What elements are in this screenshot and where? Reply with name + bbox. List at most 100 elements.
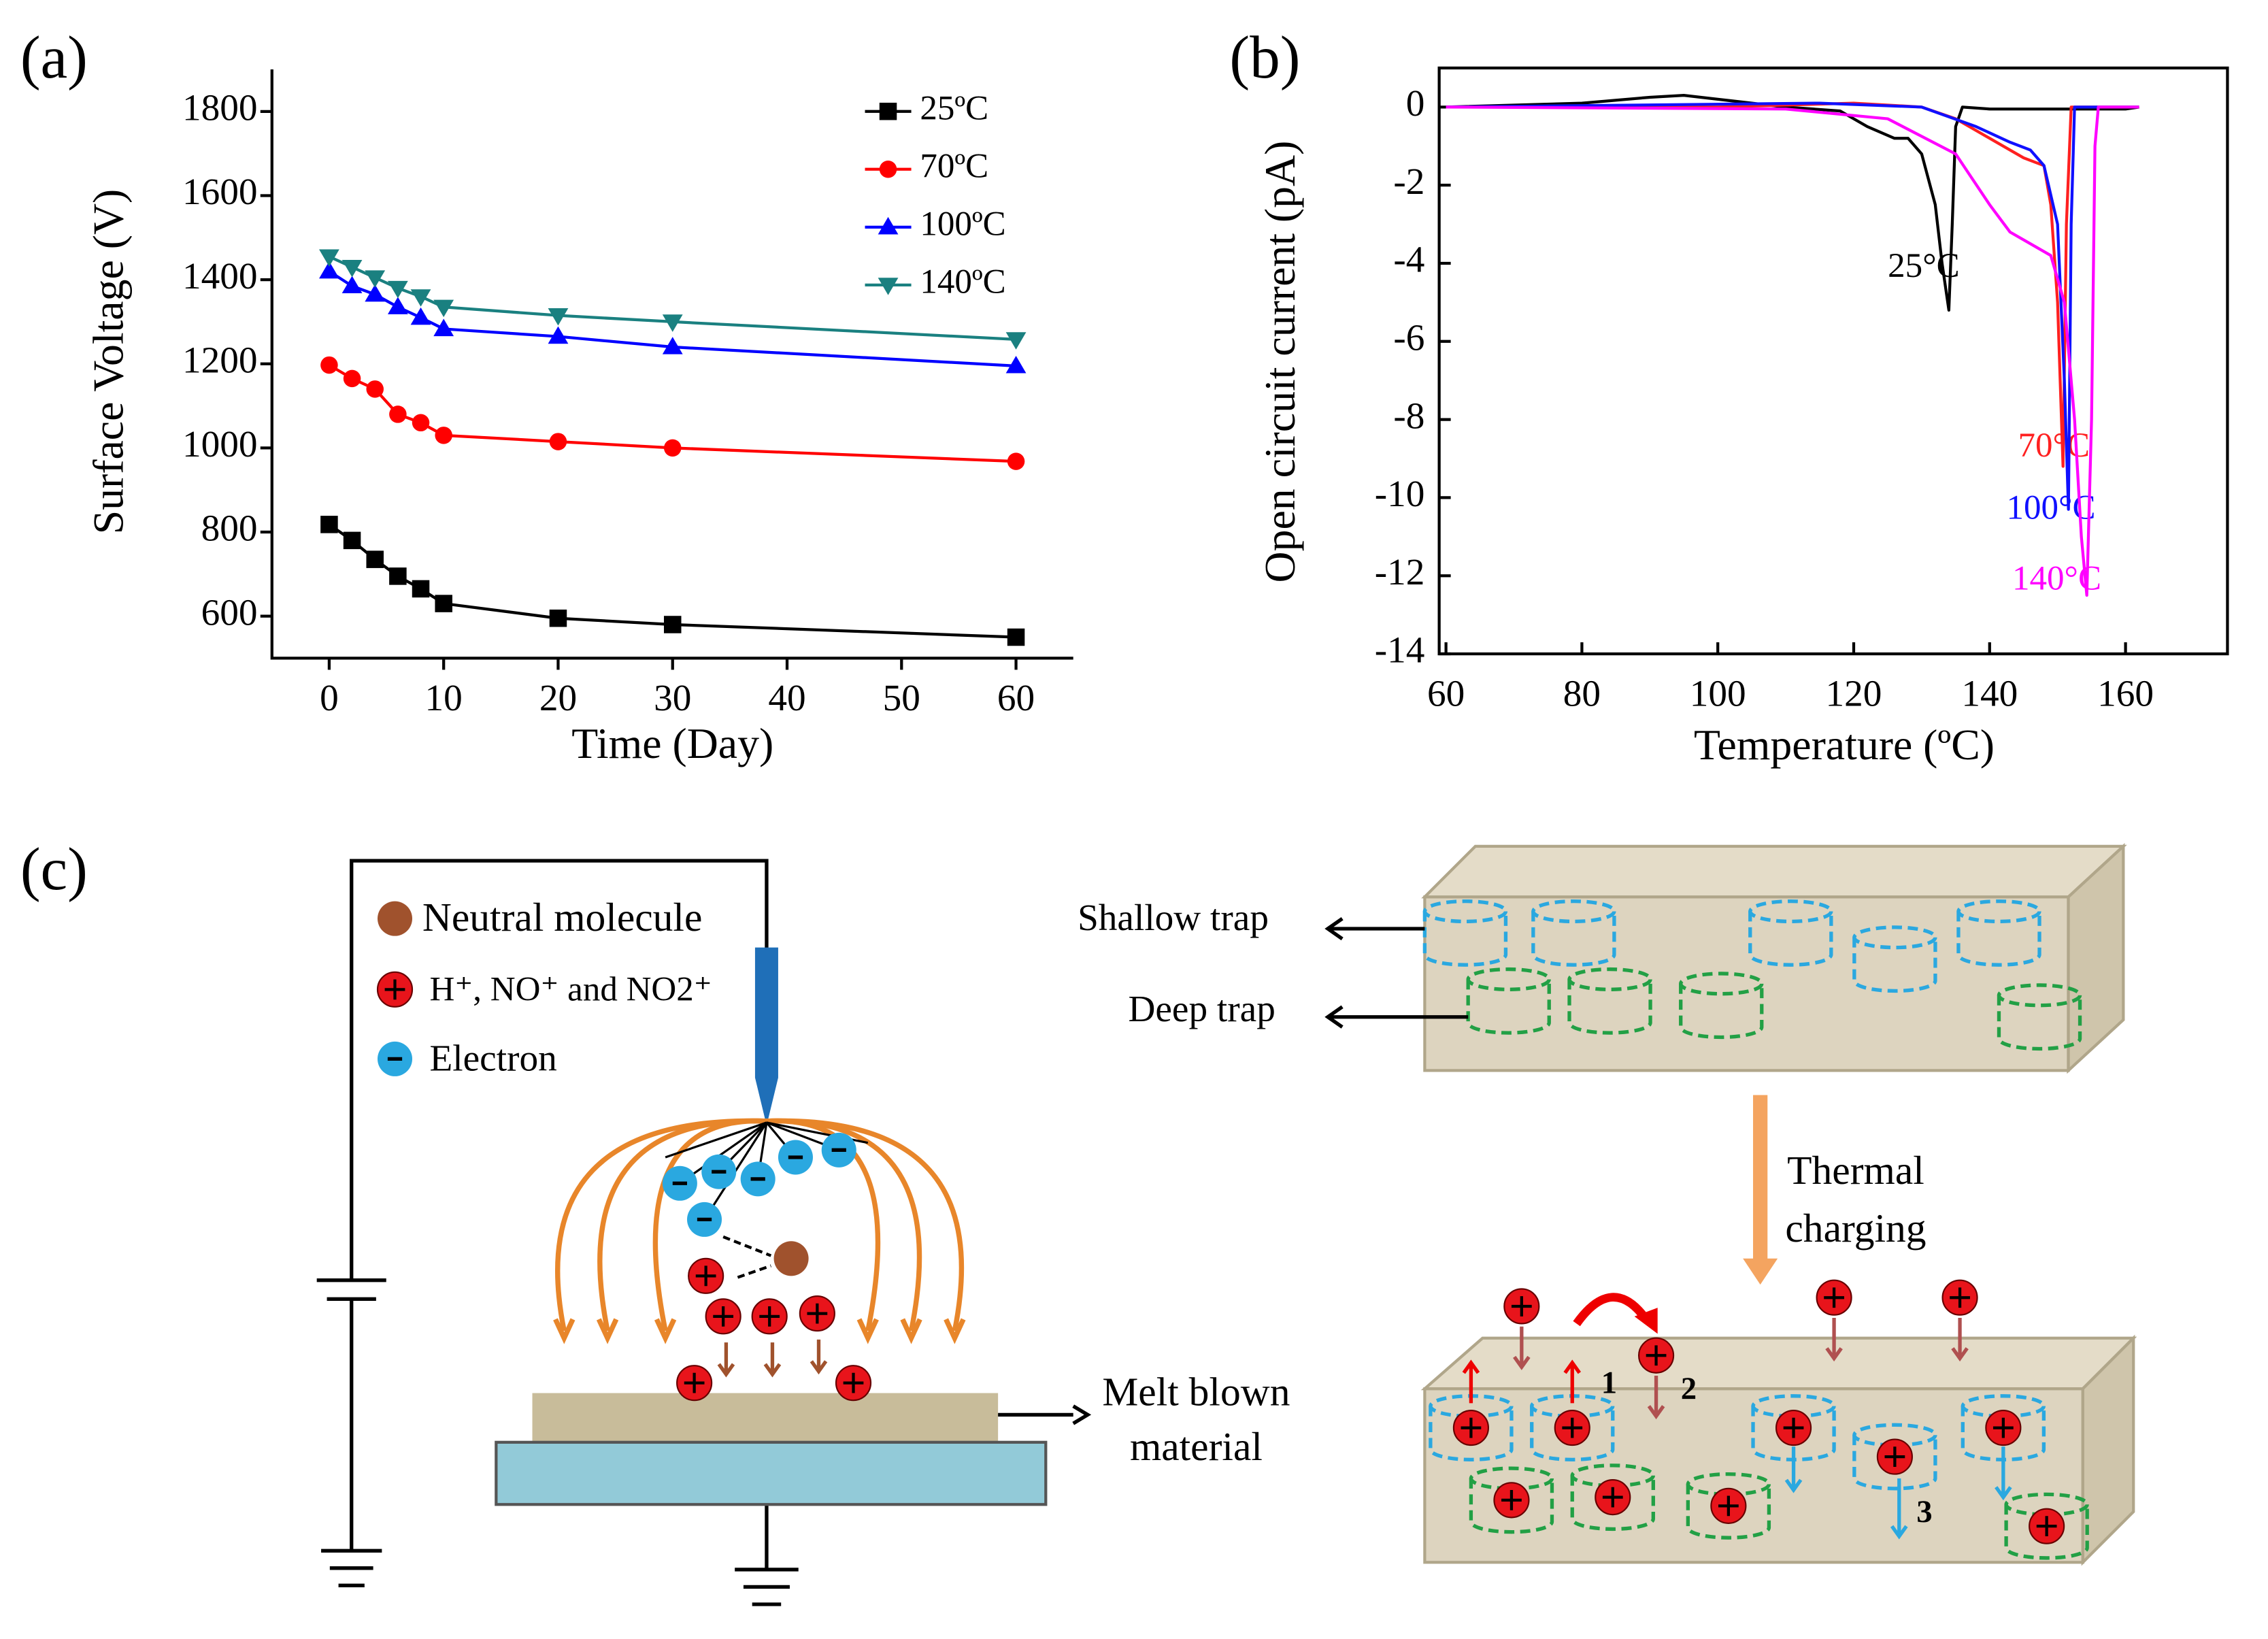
plus-sign <box>1884 1446 1905 1467</box>
y-tick-label: -6 <box>1393 316 1424 358</box>
circuit <box>316 859 799 1606</box>
marker <box>879 102 897 120</box>
trap <box>1570 1475 1655 1532</box>
trap-top <box>1751 1394 1836 1419</box>
plus-sign <box>1461 1417 1482 1438</box>
marker <box>549 609 567 627</box>
y-tick-label: 1200 <box>182 339 258 380</box>
marker <box>433 299 454 318</box>
y-tick-label: 1600 <box>182 171 258 212</box>
trap <box>1567 979 1652 1035</box>
step-label: 1 <box>1601 1365 1617 1401</box>
y-axis-label: Open circuit current (pA) <box>1256 141 1304 583</box>
x-tick-label: 100 <box>1690 673 1746 714</box>
drift-arrow <box>763 1342 782 1378</box>
marker <box>343 531 361 550</box>
field-arrowhead <box>856 1318 879 1344</box>
marker <box>548 308 569 326</box>
arrowhead <box>1072 1404 1092 1425</box>
trap <box>1466 979 1551 1035</box>
panel-label: (c) <box>20 835 88 903</box>
marker <box>319 261 339 279</box>
plus-sign <box>1511 1296 1532 1317</box>
trap-top <box>1466 967 1551 991</box>
marker <box>320 356 338 374</box>
legend-text: Electron <box>430 1037 557 1078</box>
x-axis-label: Time (Day) <box>571 719 773 767</box>
plus-sign <box>807 1303 828 1324</box>
marker <box>663 616 682 633</box>
marker <box>549 433 567 450</box>
marker <box>410 289 431 307</box>
marker <box>878 216 899 235</box>
legend-label: 140ºC <box>920 263 1005 301</box>
x-tick-label: 120 <box>1826 673 1882 714</box>
drift-arrow <box>717 1342 735 1378</box>
legend-text: H⁺, NO⁺ and NO2⁺ <box>430 970 712 1008</box>
step-label: 2 <box>1681 1371 1697 1406</box>
trap-top <box>1961 1394 2046 1419</box>
plus-sign <box>1950 1287 1970 1308</box>
trap-top <box>1422 899 1508 924</box>
trap <box>1852 1435 1937 1491</box>
label: Thermal <box>1787 1148 1924 1193</box>
plus-sign <box>843 1372 864 1393</box>
hop-arrowhead <box>1634 1308 1658 1334</box>
marker <box>662 314 683 332</box>
drop-arrow <box>1513 1326 1531 1370</box>
label: Melt blown <box>1102 1369 1290 1414</box>
annotation: 25°C <box>1888 247 1959 285</box>
x-tick-label: 140 <box>1961 673 2018 714</box>
needle <box>754 947 778 1126</box>
y-tick-label: 800 <box>201 508 258 549</box>
y-tick-label: 600 <box>201 591 258 633</box>
trap <box>1531 911 1616 967</box>
plus-sign <box>1646 1345 1667 1366</box>
x-tick-label: 10 <box>425 677 463 718</box>
marker <box>366 380 384 398</box>
marker <box>365 284 386 302</box>
panel-label: (a) <box>20 24 88 91</box>
series-line <box>1446 105 2139 597</box>
y-tick-label: 1400 <box>182 255 258 297</box>
marker <box>1005 355 1027 374</box>
escape-arrow <box>1563 1359 1582 1404</box>
deepen-arrow <box>1995 1446 2012 1501</box>
collision-lines <box>722 1235 772 1279</box>
trap <box>1852 937 1937 993</box>
plus-sign <box>1718 1495 1739 1517</box>
plus-sign <box>2036 1516 2057 1537</box>
marker <box>341 259 363 278</box>
plus-sign <box>713 1306 734 1327</box>
marker <box>1005 332 1027 350</box>
x-tick-label: 60 <box>997 677 1035 718</box>
label: Deep trap <box>1128 988 1275 1029</box>
trap-top <box>1679 972 1764 996</box>
marker <box>435 595 452 612</box>
field-line <box>597 1118 767 1331</box>
x-tick-label: 40 <box>768 677 805 718</box>
deepen-arrow <box>1784 1446 1803 1493</box>
series-line <box>1446 93 2139 312</box>
trap-top <box>1997 983 2082 1008</box>
process-arrowhead <box>1743 1258 1778 1285</box>
y-tick-label: -12 <box>1375 551 1425 593</box>
marker <box>365 270 386 288</box>
marker <box>663 439 682 457</box>
plus-sign <box>695 1265 716 1287</box>
y-tick-label: 1000 <box>182 423 258 465</box>
x-tick-label: 0 <box>320 677 339 718</box>
marker <box>387 280 408 299</box>
ray <box>679 1121 767 1185</box>
x-axis-label: Temperature (ºC) <box>1694 721 1995 769</box>
escape-arrow <box>1462 1359 1480 1404</box>
trap-top <box>1956 899 2041 924</box>
axes <box>270 69 1073 660</box>
legend-label: 70ºC <box>920 147 988 185</box>
trap-top <box>1469 1466 1554 1491</box>
drift-arrow <box>810 1339 828 1375</box>
field-arrowhead <box>596 1318 619 1344</box>
trap-top <box>1748 899 1833 924</box>
block-top <box>1420 842 2137 1566</box>
deepen-arrow <box>1890 1478 1908 1540</box>
